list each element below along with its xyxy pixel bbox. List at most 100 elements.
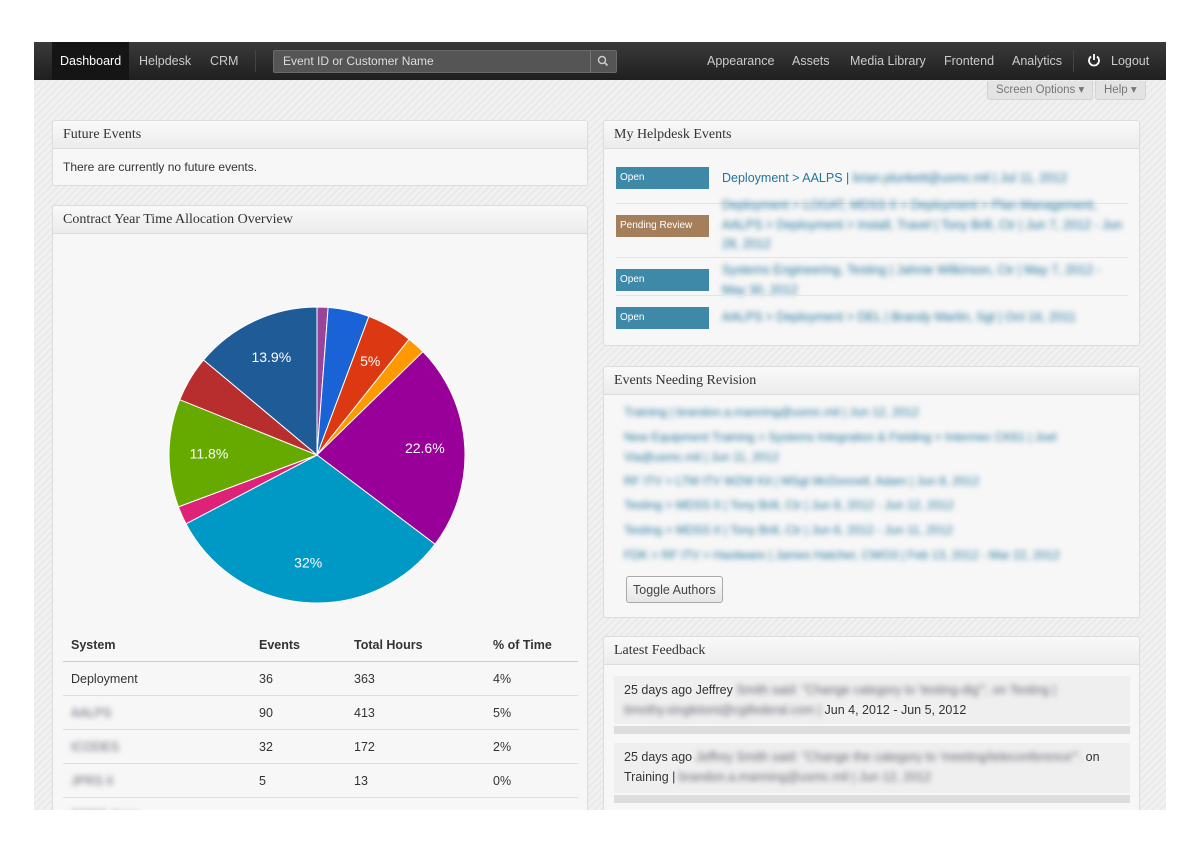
table-cell: 413 [346, 695, 485, 730]
toggle-authors-button[interactable]: Toggle Authors [626, 576, 723, 603]
table-cell: 36 [251, 661, 346, 696]
revision-item[interactable]: Testing > MDSS II | Tony Brill, Ctr | Ju… [624, 498, 954, 512]
status-badge: Open [616, 269, 709, 291]
table-row: JPRS II 5 13 0% [63, 763, 578, 798]
table-cell: 22% [485, 797, 578, 810]
table-row: GCSS-Army335185822% [63, 797, 578, 810]
table-cell: 363 [346, 661, 485, 696]
nav-divider [1073, 50, 1074, 72]
nav-link[interactable]: Helpdesk [139, 54, 192, 68]
dashboard-window: Event ID or Customer Name Dashboard Helpd… [34, 42, 1166, 810]
table-cell: 32 [251, 729, 346, 764]
revision-panel: Events Needing Revision Toggle Authors T… [603, 366, 1140, 618]
nav-link[interactable]: Analytics [1012, 54, 1063, 68]
table-cell: JPRS II [63, 763, 251, 798]
nav-link[interactable]: Frontend [944, 54, 995, 68]
nav-link[interactable]: Assets [792, 54, 830, 68]
panel-title: Contract Year Time Allocation Overview [53, 206, 587, 234]
panel-title: Future Events [53, 121, 587, 149]
column-header: Events [251, 628, 346, 662]
status-badge: Open [616, 167, 709, 189]
allocation-table: System Events Total Hours% of Time Deployme… [63, 628, 578, 810]
panel-title: My Helpdesk Events [604, 121, 1139, 149]
event-detail: Deployment > LOGAT, MDSS II > Deployment… [722, 198, 1123, 251]
table-row: AALPS 90 413 5% [63, 695, 578, 730]
search-placeholder: Event ID or Customer Name [283, 54, 434, 68]
table-cell: 90 [251, 695, 346, 730]
feedback-text: on Training | [624, 750, 1100, 784]
table-row: Deployment 36 363 4% [63, 661, 578, 696]
helpdesk-event[interactable]: Systems Engineering, Testing | Jahnie Wi… [722, 261, 1127, 300]
slice-label: 32% [294, 555, 322, 571]
pie-slice [185, 454, 436, 604]
event-detail: Systems Engineering, Testing | Jahnie Wi… [722, 263, 1101, 297]
helpdesk-event[interactable]: Deployment > LOGAT, MDSS II > Deployment… [722, 196, 1127, 255]
revision-item[interactable]: RF ITV > LTM ITV WZW Kit | MSgt McDonnel… [624, 474, 980, 488]
feedback-divider [614, 795, 1130, 803]
search-box[interactable]: Event ID or Customer Name [273, 50, 617, 73]
toolbar-button[interactable]: Screen Options ▾ [987, 81, 1094, 100]
revision-item[interactable]: FDK > RF ITV > Hardware | James Hatcher,… [624, 548, 1060, 562]
pie-chart: 5% 22.6% 32% 11.8% 13.9% [168, 306, 466, 604]
panel-title: Latest Feedback [604, 637, 1139, 665]
feedback-text: brandon.a.manning@usmc.mil | Jun 12, 201… [678, 770, 932, 784]
event-link: Deployment > AALPS | [722, 171, 853, 185]
feedback-text: 25 days ago [624, 750, 696, 764]
table-cell: 1858 [346, 797, 485, 810]
table-cell: 335 [251, 797, 346, 810]
column-header: Total Hours [346, 628, 485, 662]
feedback-panel: Latest Feedback 25 days ago Jeffrey Smit… [603, 636, 1140, 810]
nav-link[interactable]: Media Library [850, 54, 926, 68]
power-icon[interactable] [1087, 53, 1101, 67]
table-cell: ICODES [63, 729, 251, 764]
slice-label: 13.9% [251, 349, 291, 365]
feedback-divider [614, 726, 1130, 734]
row-divider [616, 295, 1128, 296]
feedback-item: 25 days ago Jeffrey Smith said: "Change … [614, 743, 1130, 793]
table-header-row: System Events Total Hours% of Time [63, 628, 578, 662]
logout-link[interactable]: Logout [1111, 54, 1150, 68]
feedback-text: 25 days ago Jeffrey [624, 683, 737, 697]
revision-item[interactable]: Testing > MDSS II | Tony Brill, Ctr | Ju… [624, 523, 953, 537]
table-cell: 2% [485, 729, 578, 764]
row-divider [616, 257, 1128, 258]
pie-slice [316, 350, 466, 545]
table-cell: GCSS-Army [63, 797, 251, 810]
helpdesk-event[interactable]: Deployment > AALPS | brian.plunkett@usmc… [722, 169, 1127, 189]
slice-label: 11.8% [190, 446, 229, 462]
slice-label: 22.6% [405, 440, 445, 456]
nav-link[interactable]: CRM [210, 54, 239, 68]
helpdesk-event[interactable]: AALPS > Deployment > DEL | Brandy Martin… [722, 308, 1127, 328]
revision-item[interactable]: Training | brandon.a.manning@usmc.mil | … [624, 405, 919, 419]
event-detail: brian.plunkett@usmc.mil | Jul 11, 2012 [852, 171, 1068, 185]
event-detail: AALPS > Deployment > DEL | Brandy Martin… [722, 310, 1076, 324]
panel-text: There are currently no future events. [63, 160, 258, 174]
table-cell: 13 [346, 763, 485, 798]
future-events-panel: Future Events There are currently no fut… [52, 120, 588, 186]
search-icon[interactable] [590, 51, 616, 72]
feedback-text: Jun 4, 2012 - Jun 5, 2012 [821, 703, 967, 717]
top-nav: Event ID or Customer Name Dashboard Helpd… [34, 42, 1166, 80]
panel-title: Events Needing Revision [604, 367, 1139, 395]
status-badge: Pending Review [616, 215, 709, 237]
nav-link[interactable]: Appearance [707, 54, 775, 68]
helpdesk-panel: My Helpdesk Events Open Deployment > AALP… [603, 120, 1140, 346]
table-row: ICODES 32 172 2% [63, 729, 578, 764]
column-header: % of Time [485, 628, 578, 662]
feedback-item: 25 days ago Jeffrey Smith said: "Change … [614, 676, 1130, 724]
allocation-panel: Contract Year Time Allocation Overview 5… [52, 205, 588, 810]
nav-divider [255, 50, 256, 72]
table-cell: 5% [485, 695, 578, 730]
table-cell: 172 [346, 729, 485, 764]
table-cell: AALPS [63, 695, 251, 730]
pie-slice [202, 306, 318, 457]
status-badge: Open [616, 307, 709, 329]
toolbar-button[interactable]: Help ▾ [1095, 81, 1146, 100]
revision-item[interactable]: New Equipment Training > Systems Integra… [624, 430, 1057, 464]
feedback-text: Jeffrey Smith said: "Change the category… [695, 750, 1083, 764]
column-header: System [63, 628, 251, 662]
nav-link[interactable]: Dashboard [52, 42, 130, 80]
row-divider [616, 203, 1128, 204]
pie-slice [168, 399, 319, 508]
